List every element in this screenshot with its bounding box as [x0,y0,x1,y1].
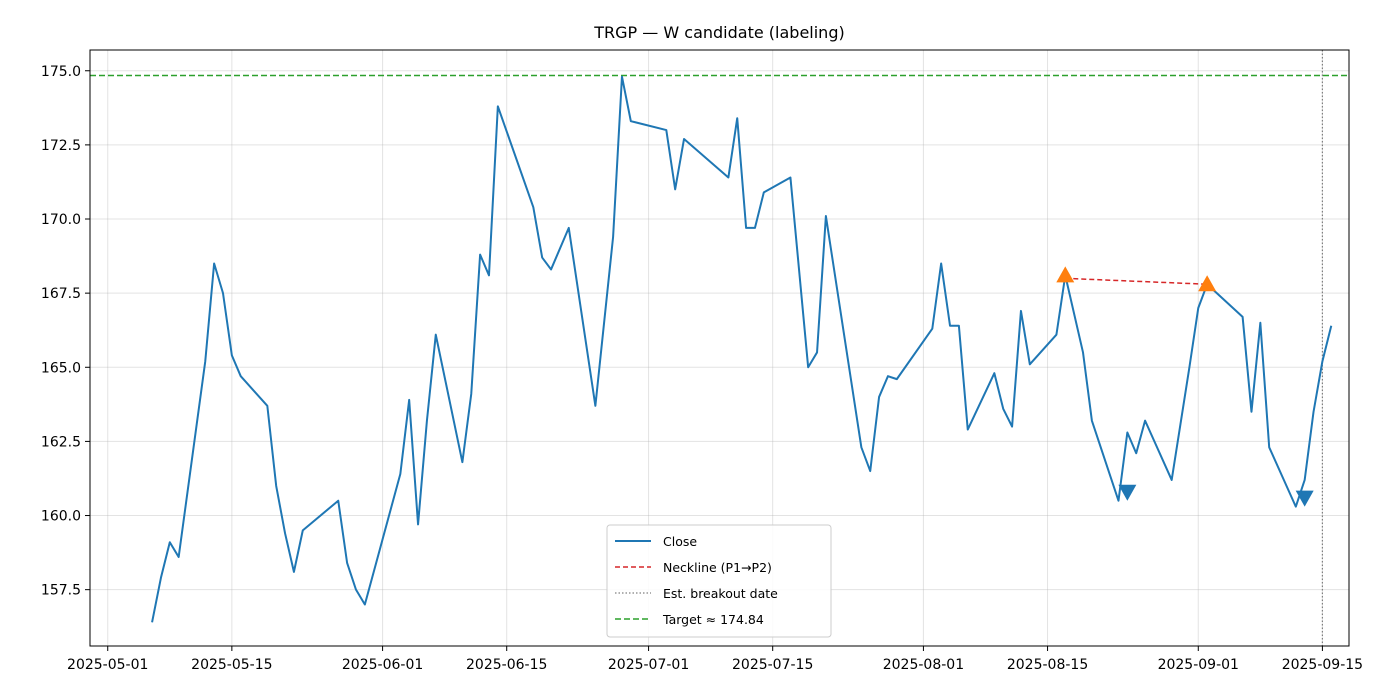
y-tick-label: 157.5 [41,583,81,599]
legend-label: Est. breakout date [663,586,778,601]
x-tick-label: 2025-07-01 [608,657,689,673]
legend: Close Neckline (P1→P2) Est. breakout date T… [606,524,832,638]
trough-marker [1118,484,1137,501]
x-tick-label: 2025-09-15 [1282,657,1363,673]
x-tick-label: 2025-05-15 [191,657,272,673]
x-tick-label: 2025-09-01 [1158,657,1239,673]
peak-marker [1198,275,1217,292]
y-tick-label: 160.0 [41,509,81,525]
y-tick-label: 162.5 [41,434,81,450]
y-tick-label: 165.0 [41,360,81,376]
x-tick-label: 2025-07-15 [732,657,813,673]
y-tick-label: 172.5 [41,138,81,154]
legend-box [606,524,832,638]
x-tick-label: 2025-05-01 [67,657,148,673]
plot-frame [89,49,1350,647]
legend-label: Neckline (P1→P2) [663,560,772,575]
legend-label: Close [663,534,697,549]
neckline-line [1065,277,1208,285]
trough-marker [1295,490,1314,507]
legend-label: Target ≈ 174.84 [662,612,764,627]
y-tick-label: 167.5 [41,286,81,302]
chart-title: TRGP — W candidate (labeling) [593,23,844,42]
series-layer [90,50,1349,646]
axes: 157.5 160.0 162.5 165.0 167.5 170.0 172.5 175.0… [41,49,1363,673]
x-tick-label: 2025-08-15 [1007,657,1088,673]
peak-marker [1056,266,1075,283]
y-tick-label: 170.0 [41,212,81,228]
x-tick-label: 2025-06-01 [342,657,423,673]
close-series-line [151,75,1333,623]
y-tick-label: 175.0 [41,64,81,80]
x-tick-label: 2025-08-01 [883,657,964,673]
x-tick-label: 2025-06-15 [466,657,547,673]
